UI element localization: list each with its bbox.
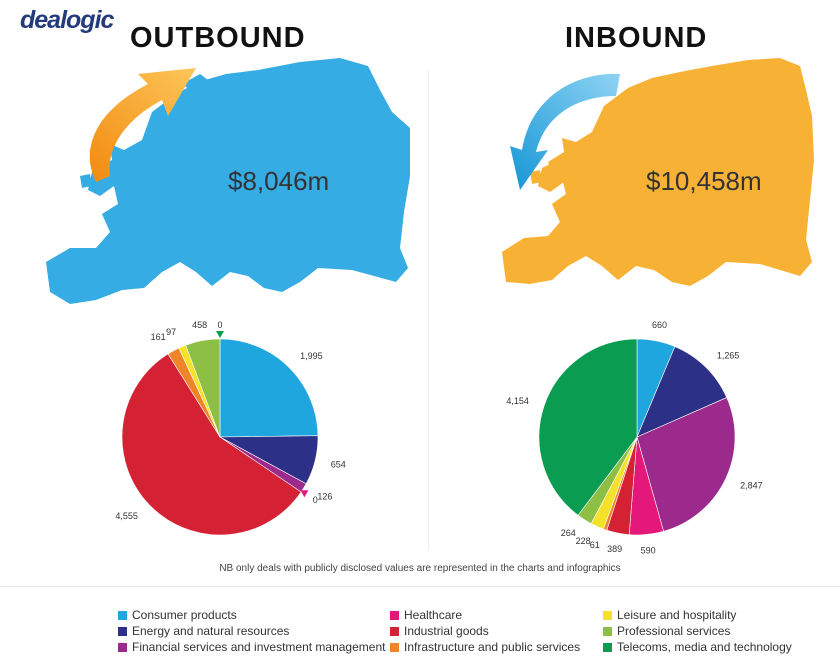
legend-label: Infrastructure and public services bbox=[404, 640, 581, 654]
inbound-arrow-icon bbox=[510, 73, 620, 190]
legend-item: Healthcare bbox=[390, 608, 603, 622]
legend-item: Telecoms, media and technology bbox=[603, 640, 818, 654]
pie-slice bbox=[636, 397, 736, 532]
panel-divider bbox=[428, 70, 429, 550]
slice-value-label: 4,555 bbox=[115, 511, 138, 521]
legend: Consumer products Healthcare Leisure and h… bbox=[118, 608, 818, 654]
slice-value-label: 660 bbox=[652, 320, 667, 330]
outbound-arrow-icon bbox=[89, 68, 196, 182]
legend-swatch bbox=[118, 610, 127, 620]
zero-slice-marker bbox=[216, 331, 224, 338]
slice-value-label: 0 bbox=[313, 495, 318, 505]
slice-value-label: 97 bbox=[166, 327, 176, 337]
legend-item: Infrastructure and public services bbox=[390, 640, 603, 654]
disclosure-note: NB only deals with publicly disclosed va… bbox=[219, 563, 621, 574]
legend-label: Leisure and hospitality bbox=[617, 608, 737, 622]
separator-line bbox=[0, 586, 840, 587]
legend-item: Energy and natural resources bbox=[118, 624, 390, 638]
slice-value-label: 0 bbox=[217, 320, 222, 330]
slice-value-label: 61 bbox=[590, 540, 600, 550]
legend-item: Professional services bbox=[603, 624, 818, 638]
legend-swatch bbox=[118, 626, 127, 636]
slice-value-label: 1,995 bbox=[300, 351, 323, 361]
slice-value-label: 228 bbox=[576, 536, 591, 546]
legend-label: Consumer products bbox=[132, 608, 237, 622]
pie-slice bbox=[219, 338, 319, 438]
legend-label: Healthcare bbox=[404, 608, 463, 622]
legend-swatch bbox=[390, 626, 399, 636]
legend-label: Telecoms, media and technology bbox=[617, 640, 792, 654]
slice-value-label: 389 bbox=[607, 544, 622, 554]
slice-value-label: 1,265 bbox=[717, 351, 740, 361]
pie-slice bbox=[636, 346, 728, 438]
legend-item: Consumer products bbox=[118, 608, 390, 622]
inbound-title: INBOUND bbox=[565, 22, 708, 54]
slice-value-label: 590 bbox=[641, 546, 656, 556]
legend-swatch bbox=[603, 642, 612, 652]
pie-slice bbox=[538, 338, 638, 516]
slice-value-label: 126 bbox=[317, 491, 332, 501]
legend-swatch bbox=[390, 642, 399, 652]
dealogic-logo: dealogic bbox=[20, 6, 114, 34]
outbound-title: OUTBOUND bbox=[130, 22, 306, 54]
outbound-total: $8,046m bbox=[228, 166, 329, 196]
inbound-europe-map bbox=[502, 58, 814, 286]
legend-swatch bbox=[390, 610, 399, 620]
legend-item: Industrial goods bbox=[390, 624, 603, 638]
slice-value-label: 2,847 bbox=[740, 481, 763, 491]
slice-value-label: 264 bbox=[561, 528, 576, 538]
slice-value-label: 161 bbox=[151, 332, 166, 342]
pie-slice bbox=[121, 353, 302, 536]
slice-value-label: 4,154 bbox=[506, 396, 529, 406]
legend-swatch bbox=[118, 642, 127, 652]
inbound-total: $10,458m bbox=[646, 166, 762, 196]
legend-label: Professional services bbox=[617, 624, 731, 638]
pie-slice bbox=[185, 338, 221, 438]
slice-value-label: 458 bbox=[192, 320, 207, 330]
legend-label: Industrial goods bbox=[404, 624, 489, 638]
legend-swatch bbox=[603, 610, 612, 620]
legend-item: Financial services and investment manage… bbox=[118, 640, 390, 654]
slice-value-label: 654 bbox=[331, 459, 346, 469]
legend-item: Leisure and hospitality bbox=[603, 608, 818, 622]
legend-swatch bbox=[603, 626, 612, 636]
zero-slice-marker bbox=[300, 490, 309, 498]
legend-label: Financial services and investment manage… bbox=[132, 640, 386, 654]
legend-label: Energy and natural resources bbox=[132, 624, 290, 638]
